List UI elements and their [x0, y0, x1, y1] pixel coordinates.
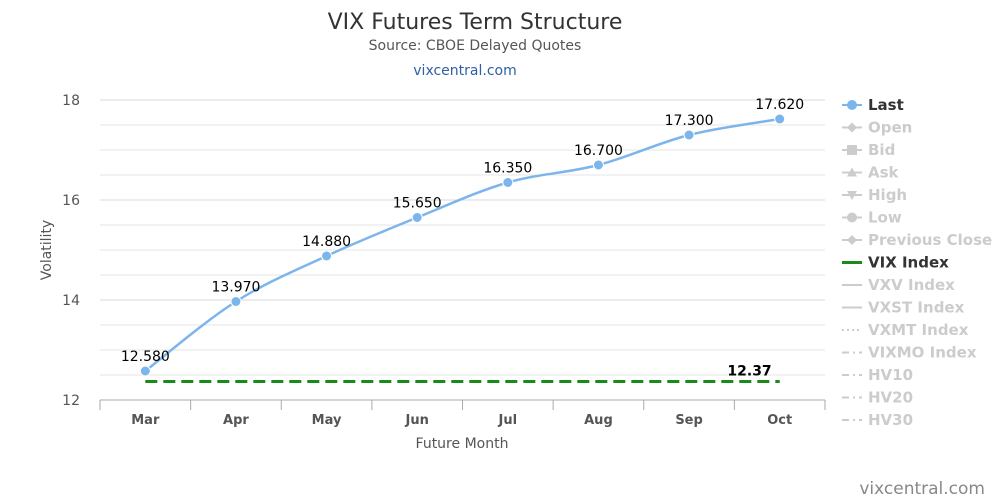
legend-label: VIXMO Index: [868, 344, 977, 362]
legend-label: Last: [868, 96, 904, 114]
x-tick-label: Aug: [584, 413, 613, 428]
legend-label: VXST Index: [868, 299, 965, 317]
last-data-label: 14.880: [302, 234, 351, 250]
series-vix-index: 12.37: [145, 364, 780, 383]
legend-label: VIX Index: [868, 254, 949, 272]
legend-label: Previous Close: [868, 231, 992, 249]
last-point: [230, 296, 242, 307]
legend-diamond-icon: [847, 235, 857, 245]
y-axis: 12 14 16 18: [62, 93, 80, 409]
legend-item[interactable]: HV10: [842, 366, 913, 384]
site-link[interactable]: vixcentral.com: [413, 63, 516, 79]
legend-label: VXV Index: [868, 276, 955, 294]
x-tick-label: Oct: [767, 413, 792, 428]
legend-square-icon: [847, 145, 857, 155]
legend-label: Open: [868, 119, 912, 137]
chart-subtitle: Source: CBOE Delayed Quotes: [369, 38, 582, 54]
last-data-label: 13.970: [211, 280, 260, 296]
last-point: [411, 212, 423, 223]
x-tick-label: May: [312, 413, 342, 428]
x-tick-label: Jul: [498, 413, 518, 428]
legend-item[interactable]: VXMT Index: [842, 321, 969, 339]
legend-item[interactable]: VIX Index: [842, 254, 949, 272]
last-point: [321, 250, 333, 262]
last-data-label: 15.650: [393, 196, 442, 212]
y-axis-title: Volatility: [39, 220, 55, 280]
legend-triangle-down-icon: [847, 191, 857, 200]
legend-label: Low: [868, 209, 902, 227]
legend-item[interactable]: VXV Index: [842, 276, 955, 294]
legend-triangle-icon: [847, 167, 857, 177]
chart-title: VIX Futures Term Structure: [328, 10, 623, 35]
legend-label: High: [868, 186, 907, 204]
legend-item[interactable]: Ask: [842, 164, 900, 182]
last-data-label: 12.580: [121, 349, 170, 365]
legend-item[interactable]: HV20: [842, 389, 913, 407]
last-point: [592, 159, 604, 171]
last-data-label: 17.300: [665, 113, 714, 129]
legend-label: HV10: [868, 366, 913, 384]
legend-item[interactable]: Open: [842, 119, 912, 137]
credits-text[interactable]: vixcentral.com: [859, 479, 985, 499]
legend: Last Open Bid Ask High Low Previous Close VIX I…: [842, 96, 992, 429]
y-tick-label: 12: [62, 393, 80, 409]
last-data-label: 17.620: [755, 97, 804, 113]
x-axis-title: Future Month: [416, 436, 509, 452]
data-labels: 12.580 13.970 14.880 15.650 16.350 16.700 17.3…: [121, 97, 804, 365]
legend-item[interactable]: High: [842, 186, 907, 204]
grid-lines: [100, 99, 825, 401]
legend-circle-icon: [847, 100, 857, 110]
last-data-label: 16.700: [574, 143, 623, 159]
legend-label: VXMT Index: [868, 321, 969, 339]
legend-label: HV20: [868, 389, 913, 407]
last-data-label: 16.350: [483, 161, 532, 177]
x-tick-label: Mar: [131, 413, 160, 428]
legend-item[interactable]: Last: [842, 96, 904, 114]
last-point: [139, 365, 151, 377]
y-tick-label: 18: [62, 93, 80, 109]
x-tick-label: Jun: [405, 413, 429, 428]
legend-circle-icon: [847, 212, 857, 223]
legend-item[interactable]: Bid: [842, 141, 895, 159]
x-axis: Mar Apr May Jun Jul Aug Sep Oct: [99, 399, 826, 428]
legend-label: Ask: [868, 164, 900, 182]
legend-label: HV30: [868, 411, 913, 429]
last-line: [144, 117, 780, 372]
legend-item[interactable]: Low: [842, 209, 902, 227]
legend-item[interactable]: HV30: [842, 411, 913, 429]
legend-item[interactable]: Previous Close: [842, 231, 992, 249]
last-point: [683, 129, 695, 141]
y-tick-label: 16: [62, 193, 80, 209]
legend-diamond-icon: [847, 122, 857, 133]
x-tick-label: Apr: [223, 413, 249, 428]
series-last: [139, 113, 786, 377]
last-point: [502, 177, 514, 188]
legend-label: Bid: [868, 141, 895, 159]
y-tick-label: 14: [62, 293, 80, 309]
vix-index-label: 12.37: [727, 364, 771, 380]
x-tick-label: Sep: [675, 413, 703, 428]
legend-item[interactable]: VXST Index: [842, 299, 965, 317]
last-point: [774, 113, 786, 125]
legend-item[interactable]: VIXMO Index: [842, 344, 977, 362]
